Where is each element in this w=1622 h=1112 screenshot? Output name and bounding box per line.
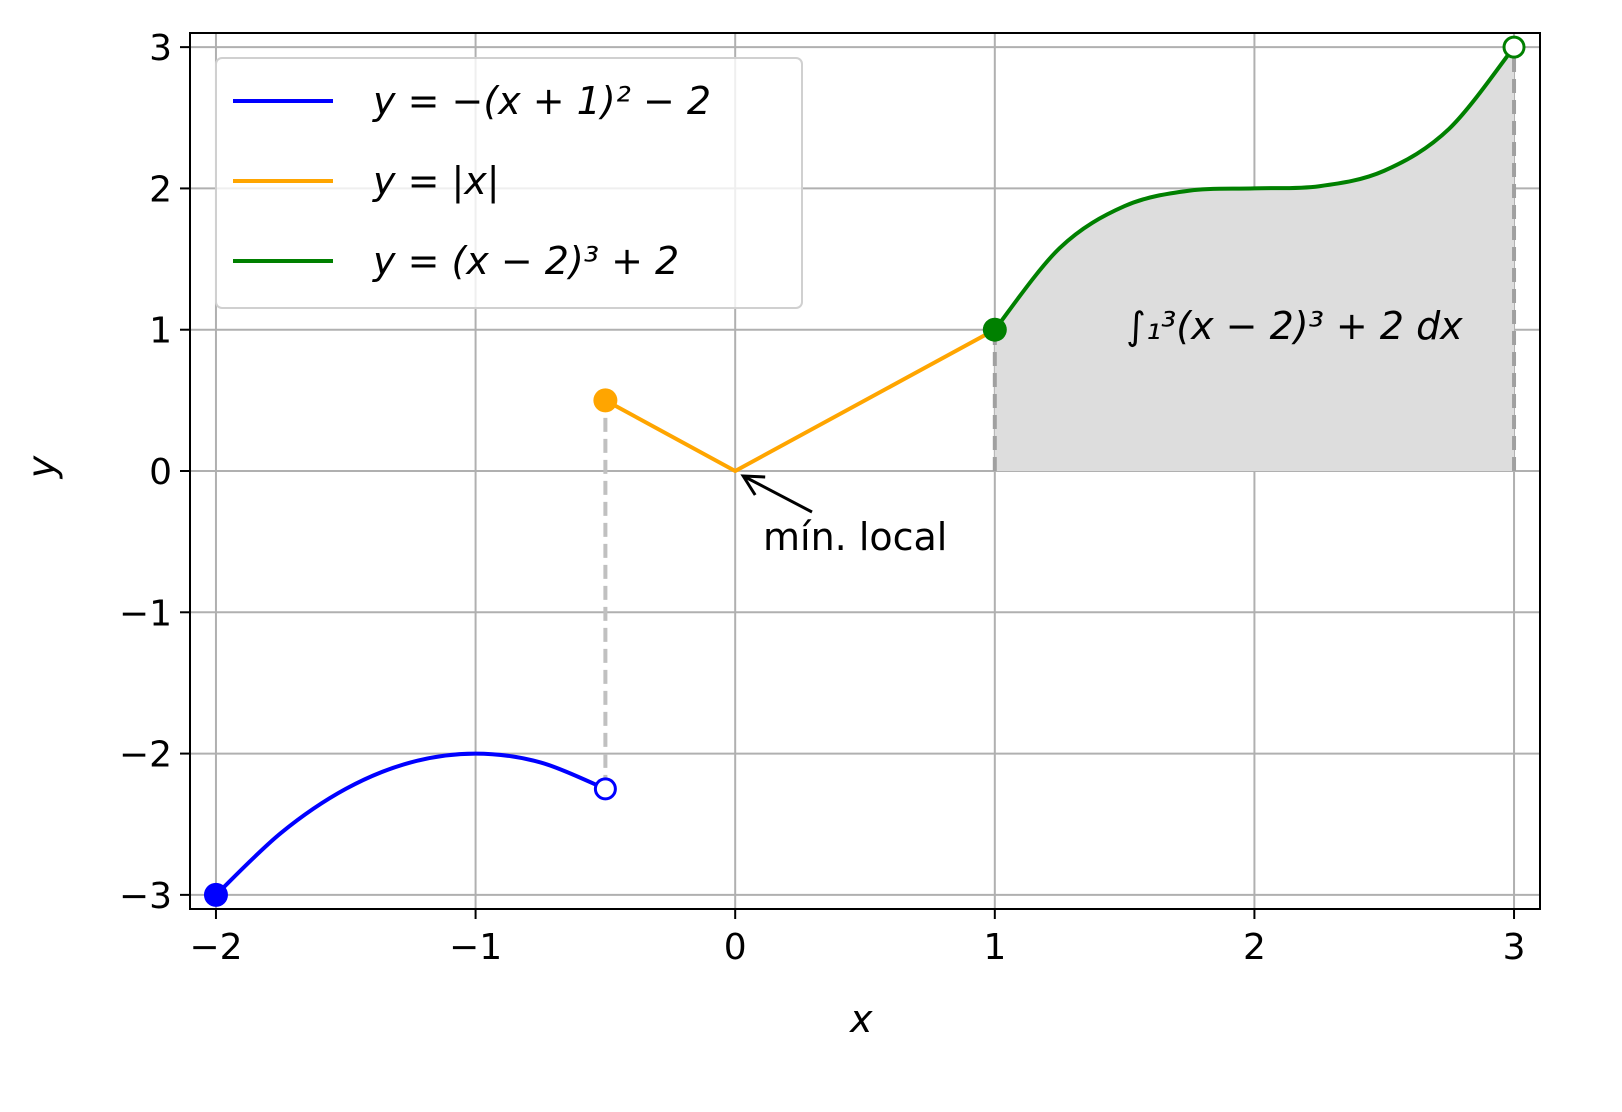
filled-endpoint-marker [203,882,228,907]
annotation-arrow [742,474,813,514]
shaded-integral-region [994,47,1515,472]
legend-swatch-green [233,259,333,263]
x-tick-label: 2 [1243,927,1266,968]
y-tick-label: −3 [119,876,172,917]
x-tick-label: 3 [1503,927,1526,968]
x-axis-label: x [850,997,873,1041]
filled-endpoint-marker [593,388,618,413]
legend-entry: y = (x − 2)³ + 2 [233,239,679,283]
y-tick-label: −2 [119,735,172,776]
legend-swatch-orange [233,179,333,183]
x-tick-label: 0 [724,927,747,968]
open-endpoint-marker [1502,35,1526,59]
open-endpoint-marker [593,777,617,801]
legend-label: y = (x − 2)³ + 2 [373,239,680,283]
legend-entry: y = −(x + 1)² − 2 [233,79,711,123]
legend-label: y = −(x + 1)² − 2 [373,79,712,123]
integral-annotation: ∫₁³(x − 2)³ + 2 dx [1126,304,1463,348]
y-axis-label: y [19,455,64,479]
legend-swatch-blue [233,99,333,103]
x-tick-label: −2 [189,927,242,968]
series-line-1 [604,327,996,473]
y-tick-label: 0 [149,452,172,493]
x-tick-label: 1 [983,927,1006,968]
legend-label: y = |x| [373,159,500,203]
legend: y = −(x + 1)² − 2 y = |x| y = (x − 2)³ +… [215,57,803,309]
local-min-annotation: mín. local [763,515,948,559]
legend-entry: y = |x| [233,159,500,203]
arrowhead-icon [740,474,766,496]
filled-endpoint-marker [982,317,1007,342]
y-tick-label: 3 [149,28,172,69]
series-line-0 [214,751,607,897]
y-tick-label: 1 [149,311,172,352]
x-tick-label: −1 [449,927,502,968]
series-line-2 [993,45,1516,331]
y-tick-label: 2 [149,169,172,210]
y-tick-label: −1 [119,593,172,634]
